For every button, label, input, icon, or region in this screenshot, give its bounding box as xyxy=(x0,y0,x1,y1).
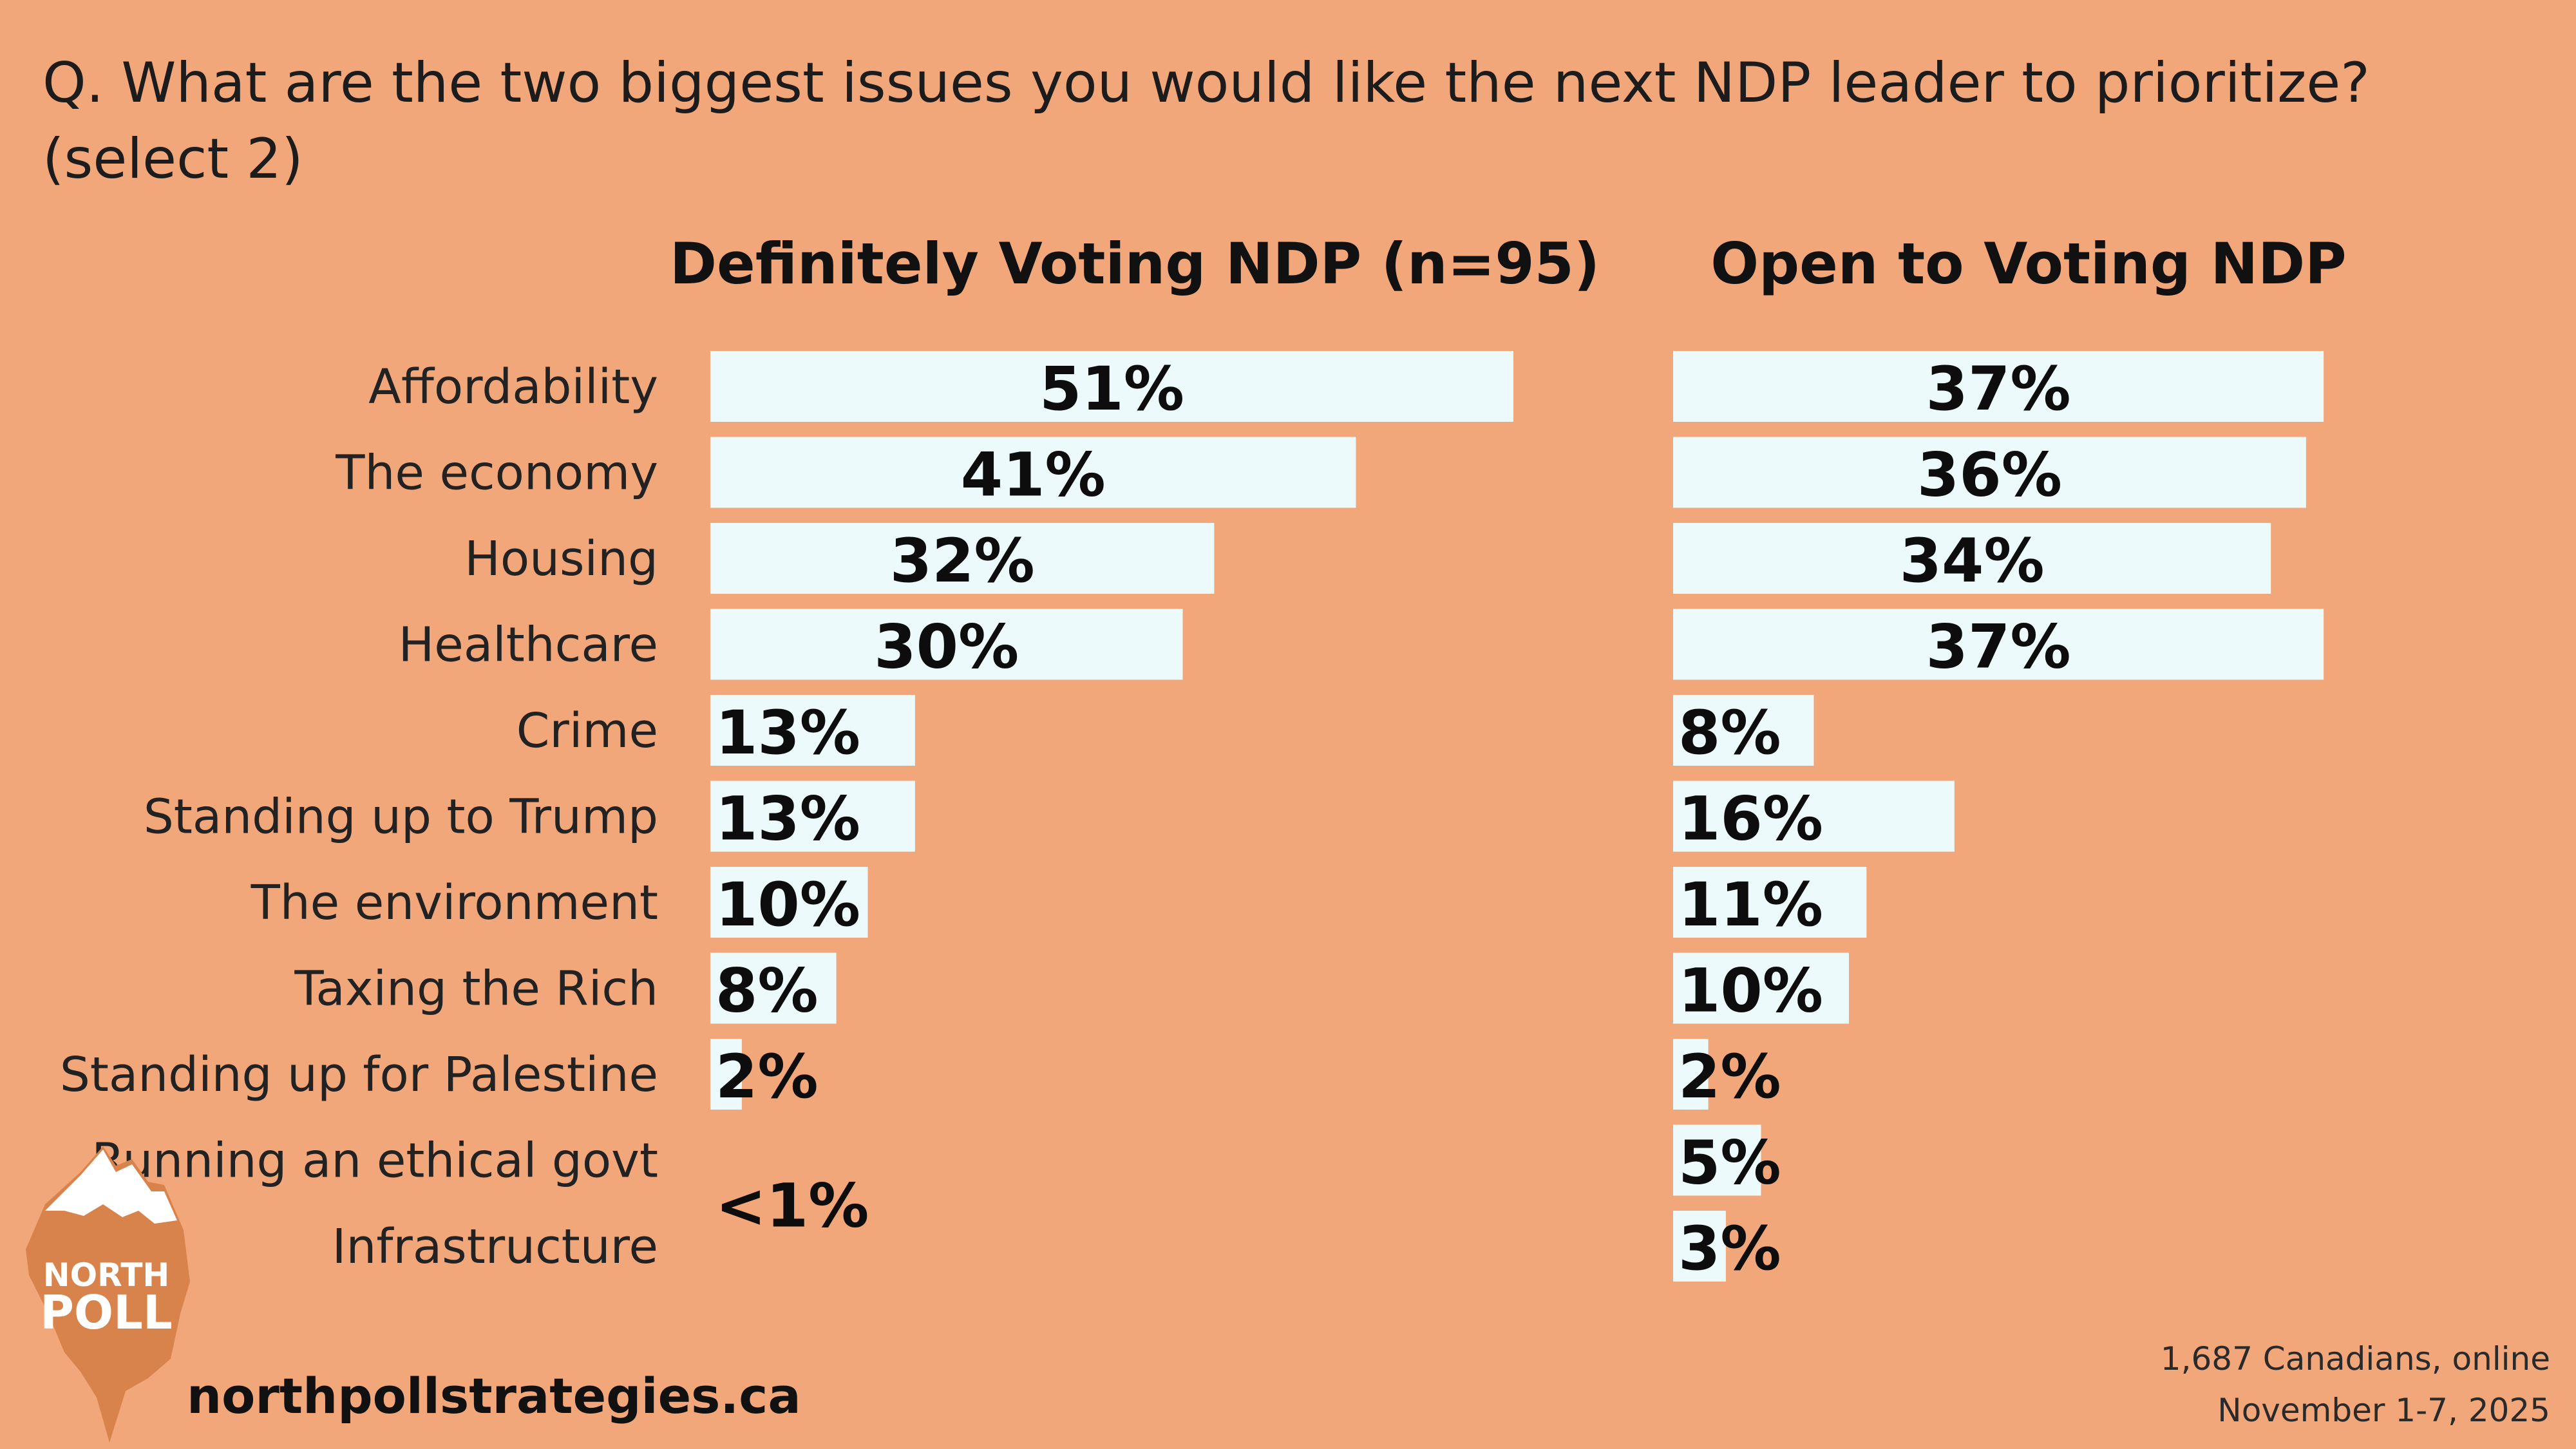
value-label-definitely-the-environment: 10% xyxy=(715,870,860,940)
value-label-open-taxing-the-rich: 10% xyxy=(1678,956,1823,1027)
value-label-open-healthcare: 37% xyxy=(1926,612,2071,683)
iceberg-snowcap xyxy=(45,1150,177,1224)
category-labels: Affordability The economy Housing Healthcar… xyxy=(60,359,658,1274)
category-label-running-an-ethical-govt: Running an ethical govt xyxy=(91,1133,658,1189)
value-label-open-running-an-ethical-govt: 5% xyxy=(1678,1128,1781,1198)
website-link[interactable]: northpollstrategies.ca xyxy=(187,1367,801,1425)
value-label-open-standing-up-to-trump: 16% xyxy=(1678,784,1823,855)
category-label-standing-up-to-trump: Standing up to Trump xyxy=(144,790,658,845)
value-label-open-housing: 34% xyxy=(1900,526,2045,596)
panel-definitely-bars: 51%41%32%30%13%13%10%8%2%<1% xyxy=(710,351,1513,1241)
panel-title-open: Open to Voting NDP xyxy=(1710,231,2347,297)
panel-title-definitely: Definitely Voting NDP (n=95) xyxy=(670,231,1600,297)
bar-open-housing xyxy=(1673,523,2271,594)
value-label-definitely-standing-up-for-palestine: 2% xyxy=(715,1042,819,1112)
value-label-open-infrastructure: 3% xyxy=(1678,1214,1781,1284)
value-label-definitely-the-economy: 41% xyxy=(961,440,1106,511)
bar-definitely-taxing-the-rich xyxy=(710,952,837,1024)
category-label-affordability: Affordability xyxy=(368,359,658,415)
category-label-infrastructure: Infrastructure xyxy=(332,1219,658,1274)
bar-definitely-affordability xyxy=(710,351,1513,422)
category-label-standing-up-for-palestine: Standing up for Palestine xyxy=(60,1047,658,1103)
logo-text-north: NORTH xyxy=(43,1256,170,1294)
source-dates: November 1-7, 2025 xyxy=(2217,1392,2550,1429)
bar-definitely-housing xyxy=(710,523,1215,594)
iceberg-shape xyxy=(26,1146,190,1443)
category-label-the-environment: The environment xyxy=(251,875,658,931)
bar-definitely-healthcare xyxy=(710,609,1183,680)
question-title: Q. What are the two biggest issues you w… xyxy=(43,51,2370,191)
value-label-definitely-housing: 32% xyxy=(890,526,1035,596)
value-label-definitely-taxing-the-rich: 8% xyxy=(715,956,819,1027)
bar-open-running-an-ethical-govt xyxy=(1673,1124,1761,1196)
bar-open-the-economy xyxy=(1673,437,2306,508)
value-label-open-crime: 8% xyxy=(1678,698,1781,768)
value-label-definitely-crime: 13% xyxy=(715,698,860,768)
source-note: 1,687 Canadians, online November 1-7, 20… xyxy=(2161,1333,2550,1436)
bar-definitely-standing-up-for-palestine xyxy=(710,1039,742,1110)
value-label-open-affordability: 37% xyxy=(1926,354,2071,424)
value-label-definitely-standing-up-to-trump: 13% xyxy=(715,784,860,855)
panel-open-bars: 37% 36% 34% 37% 8% 16% 11% 10% 2% 5% 3% xyxy=(1673,351,2324,1284)
bar-open-standing-up-to-trump xyxy=(1673,781,1955,852)
logo-text-poll: POLL xyxy=(40,1285,173,1340)
value-label-open-the-environment: 11% xyxy=(1678,870,1823,940)
value-label-open-the-economy: 36% xyxy=(1917,440,2062,511)
source-sample: 1,687 Canadians, online xyxy=(2160,1340,2550,1378)
bar-open-crime xyxy=(1673,695,1814,766)
bar-definitely-the-economy xyxy=(710,437,1356,508)
category-label-crime: Crime xyxy=(516,703,658,759)
bar-open-healthcare xyxy=(1673,609,2324,680)
bar-definitely-the-environment xyxy=(710,867,868,938)
category-label-taxing-the-rich: Taxing the Rich xyxy=(294,961,658,1017)
value-label-open-standing-up-for-palestine: 2% xyxy=(1678,1042,1781,1112)
value-label-definitely-healthcare: 30% xyxy=(874,612,1019,683)
north-poll-logo xyxy=(26,1146,190,1443)
category-label-the-economy: The economy xyxy=(335,446,658,501)
value-label-definitely-affordability: 51% xyxy=(1039,354,1184,424)
bar-open-infrastructure xyxy=(1673,1211,1726,1282)
bar-definitely-standing-up-to-trump xyxy=(710,781,915,852)
category-label-healthcare: Healthcare xyxy=(399,618,658,673)
bar-open-affordability xyxy=(1673,351,2324,422)
bar-open-the-environment xyxy=(1673,867,1867,938)
bar-open-standing-up-for-palestine xyxy=(1673,1039,1709,1110)
category-label-housing: Housing xyxy=(464,531,658,587)
value-label-combined-under-1: <1% xyxy=(715,1171,869,1241)
bar-definitely-crime xyxy=(710,695,915,766)
bar-open-taxing-the-rich xyxy=(1673,952,1849,1024)
